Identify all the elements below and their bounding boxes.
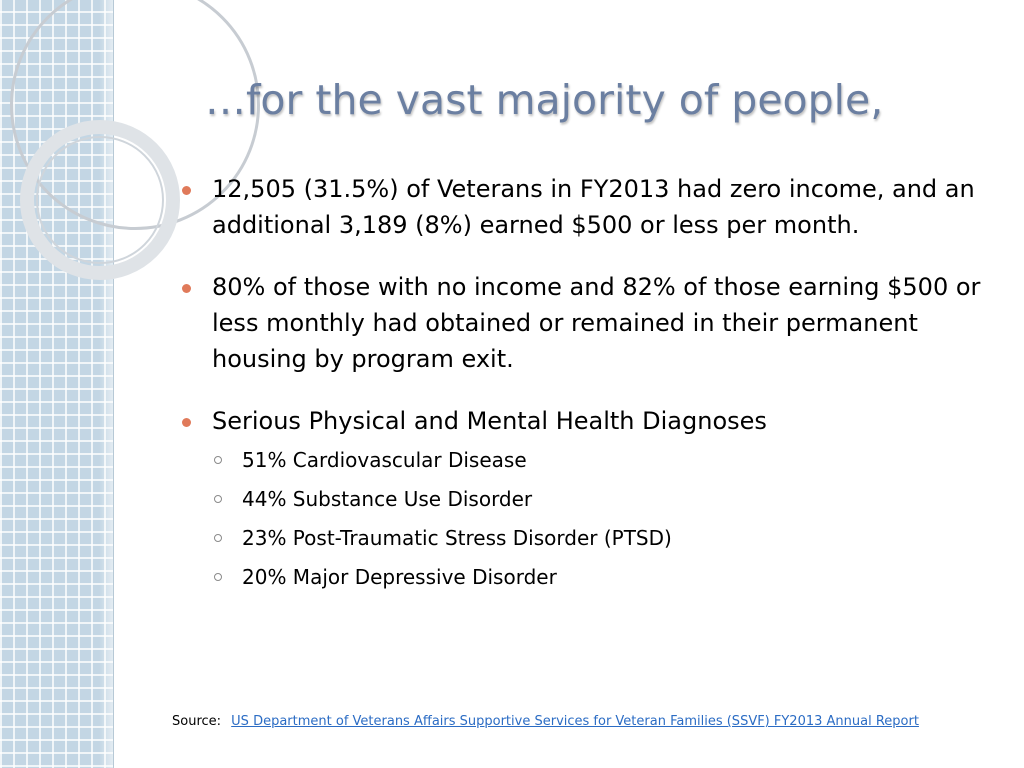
source-citation: Source: US Department of Veterans Affair… [172,713,992,731]
diagnoses-sublist: 51% Cardiovascular Disease 44% Substance… [212,441,990,597]
bullet-dot-icon [182,186,191,195]
bullet-item-diagnoses: Serious Physical and Mental Health Diagn… [180,403,990,597]
bullet-list: 12,505 (31.5%) of Veterans in FY2013 had… [180,171,990,623]
hollow-circle-bullet-icon [214,534,222,542]
source-link[interactable]: US Department of Veterans Affairs Suppor… [231,714,919,729]
bullet-text: 80% of those with no income and 82% of t… [212,273,981,373]
bullet-text: 12,505 (31.5%) of Veterans in FY2013 had… [212,175,975,239]
sub-bullet-text: 51% Cardiovascular Disease [242,448,527,472]
sub-bullet-text: 44% Substance Use Disorder [242,487,533,511]
bullet-text: Serious Physical and Mental Health Diagn… [212,407,767,435]
source-label: Source: [172,714,222,729]
bullet-dot-icon [182,418,191,427]
sub-bullet-item: 23% Post-Traumatic Stress Disorder (PTSD… [212,519,990,558]
bullet-item-housing: 80% of those with no income and 82% of t… [180,269,990,377]
sub-bullet-item: 20% Major Depressive Disorder [212,558,990,597]
sub-bullet-text: 20% Major Depressive Disorder [242,565,557,589]
bullet-item-income: 12,505 (31.5%) of Veterans in FY2013 had… [180,171,990,243]
bullet-dot-icon [182,284,191,293]
sub-bullet-item: 44% Substance Use Disorder [212,480,990,519]
hollow-circle-bullet-icon [214,573,222,581]
sub-bullet-text: 23% Post-Traumatic Stress Disorder (PTSD… [242,526,672,550]
decorative-ring-inner [36,136,164,264]
slide-title: …for the vast majority of people, [205,76,884,124]
hollow-circle-bullet-icon [214,495,222,503]
sub-bullet-item: 51% Cardiovascular Disease [212,441,990,480]
hollow-circle-bullet-icon [214,456,222,464]
